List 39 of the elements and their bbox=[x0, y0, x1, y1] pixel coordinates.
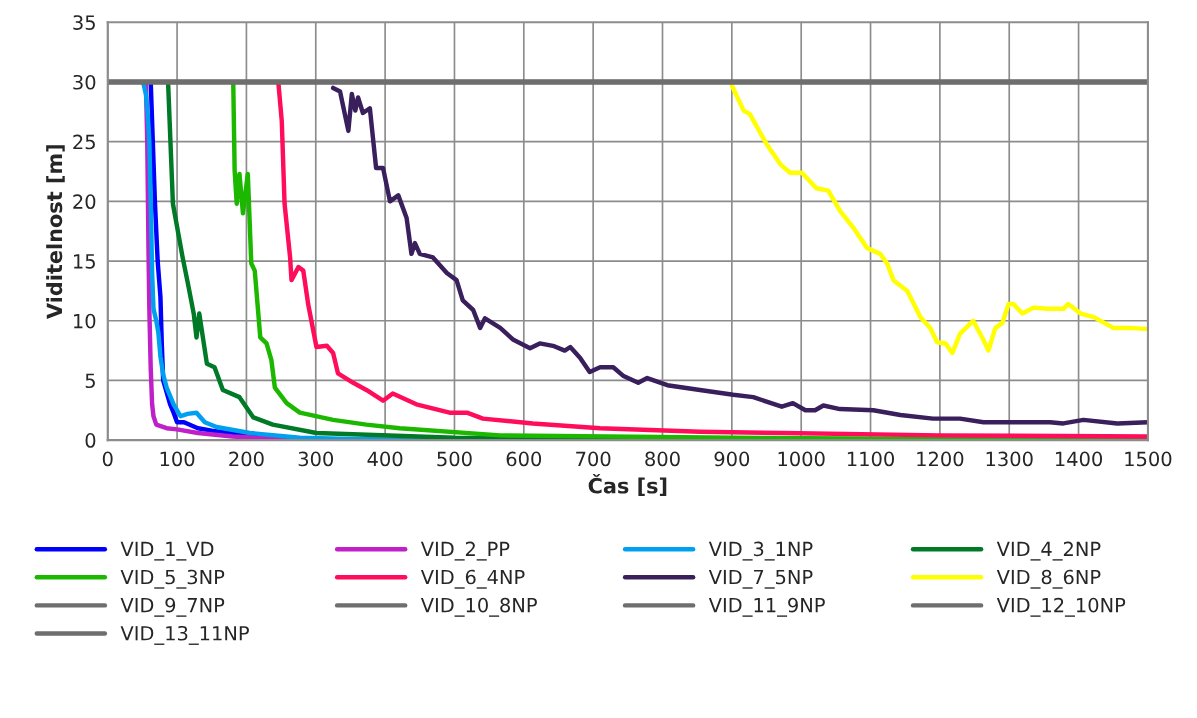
x-tick-label: 300 bbox=[298, 451, 334, 467]
legend-label: VID_11_9NP bbox=[708, 597, 825, 617]
legend-label: VID_8_6NP bbox=[996, 569, 1101, 589]
y-tick-label: 35 bbox=[73, 15, 95, 30]
x-tick-label: 100 bbox=[160, 451, 195, 467]
x-tick-label: 0 bbox=[102, 451, 113, 467]
y-tick-label: 20 bbox=[73, 194, 96, 210]
y-tick-label: 5 bbox=[85, 373, 95, 389]
legend-label: VID_1_VD bbox=[120, 541, 214, 561]
x-tick-label: 400 bbox=[367, 451, 403, 467]
x-axis-title: Čas [s] bbox=[588, 474, 667, 497]
legend-label: VID_12_10NP bbox=[996, 597, 1126, 617]
y-tick-label: 10 bbox=[74, 313, 96, 329]
x-tick-label: 200 bbox=[229, 451, 264, 467]
y-axis-title: Viditelnost [m] bbox=[46, 145, 65, 319]
legend-label: VID_10_8NP bbox=[420, 597, 537, 617]
y-tick-label: 15 bbox=[74, 254, 95, 269]
y-tick-label: 30 bbox=[73, 74, 96, 90]
legend-label: VID_2_PP bbox=[420, 541, 510, 561]
y-tick-label: 25 bbox=[73, 134, 95, 150]
x-tick-label: 500 bbox=[437, 451, 472, 467]
legend-label: VID_3_1NP bbox=[708, 541, 813, 561]
x-tick-label: 800 bbox=[645, 451, 680, 467]
x-tick-label: 1400 bbox=[1055, 451, 1103, 467]
y-tick-label: 0 bbox=[85, 433, 96, 448]
legend-label: VID_6_4NP bbox=[420, 569, 525, 589]
x-tick-label: 1100 bbox=[847, 451, 894, 467]
x-tick-label: 1200 bbox=[917, 451, 964, 467]
legend-label: VID_7_5NP bbox=[708, 569, 813, 589]
legend-label: VID_9_7NP bbox=[120, 597, 225, 617]
legend-label: VID_5_3NP bbox=[120, 569, 225, 589]
x-tick-label: 900 bbox=[714, 451, 750, 467]
legend-label: VID_4_2NP bbox=[996, 541, 1101, 561]
x-tick-label: 1000 bbox=[778, 451, 825, 467]
x-tick-label: 1500 bbox=[1125, 451, 1172, 467]
x-tick-label: 600 bbox=[506, 451, 542, 467]
x-tick-label: 700 bbox=[576, 451, 611, 467]
legend-label: VID_13_11NP bbox=[120, 625, 249, 645]
x-tick-label: 1300 bbox=[986, 451, 1033, 467]
